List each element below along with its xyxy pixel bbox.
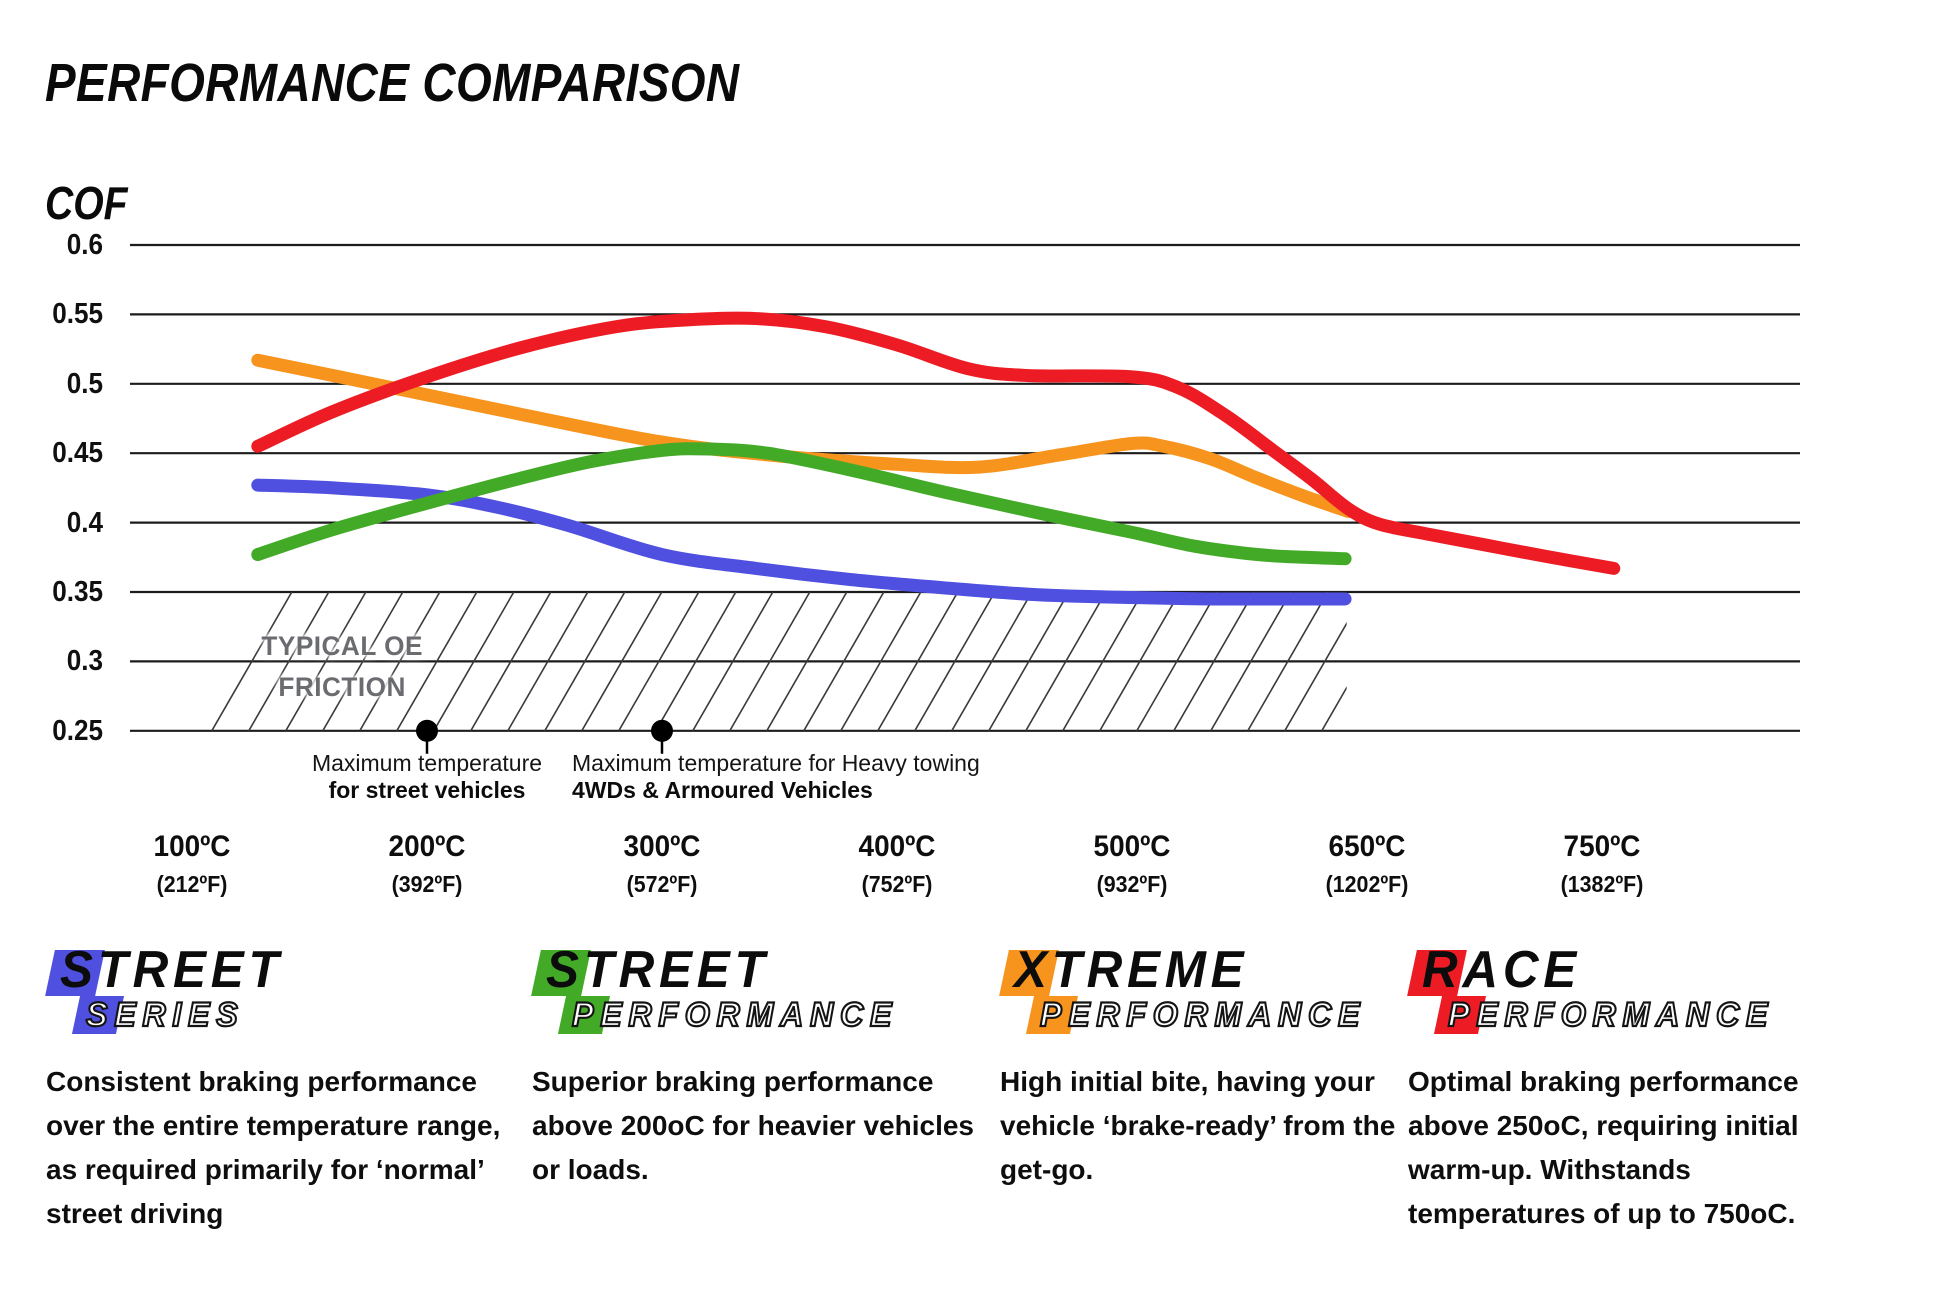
brand-description: Optimal braking performance above 250oC,…: [1408, 1066, 1799, 1229]
brand-word-primary: XTREME: [1014, 941, 1249, 999]
annotation-line1: Maximum temperature: [311, 750, 543, 776]
x-tick-celsius: 750ºC: [1563, 830, 1641, 863]
max-temp-marker-dot: [651, 719, 673, 742]
y-tick-label: 0.45: [52, 437, 103, 470]
race-performance-logo: RACE PERFORMANCE: [1407, 941, 1868, 1044]
legend-street-performance: STREET PERFORMANCE Superior braking perfor…: [531, 941, 987, 1185]
street-performance-logo: STREET PERFORMANCE: [531, 941, 987, 1044]
x-tick-celsius: 100ºC: [153, 830, 231, 863]
brand-word-secondary: PERFORMANCE: [1447, 995, 1775, 1035]
legend-street-series: STREET SERIES Consistent braking performan…: [45, 941, 516, 1229]
x-tick-celsius: 400ºC: [858, 830, 936, 863]
x-tick-label: 650ºC (1202ºF): [1258, 830, 1476, 898]
legend-xtreme-performance: XTREME PERFORMANCE High initial bite, havi…: [999, 941, 1400, 1185]
annotation-line2: for street vehicles: [328, 777, 526, 803]
x-tick-fahrenheit: (572ºF): [626, 871, 698, 897]
y-axis-title: COF: [45, 177, 128, 229]
series-race-performance: [251, 311, 1621, 575]
legend-race-performance: RACE PERFORMANCE Optimal braking performan…: [1407, 941, 1868, 1229]
x-tick-celsius: 300ºC: [623, 830, 701, 863]
x-tick-celsius: 200ºC: [388, 830, 466, 863]
typical-oe-friction-label: TYPICAL OE FRICTION: [250, 626, 434, 708]
x-tick-celsius: 650ºC: [1328, 830, 1406, 863]
y-tick-label: 0.4: [66, 506, 103, 539]
max-temp-marker-dot: [416, 719, 438, 742]
xtreme-performance-logo: XTREME PERFORMANCE: [999, 941, 1400, 1044]
annotation-line2: 4WDs & Armoured Vehicles: [572, 777, 873, 803]
series-street-performance: [251, 442, 1352, 566]
max-temp-annotation: Maximum temperature for street vehicles: [257, 750, 597, 804]
y-tick-label: 0.3: [66, 645, 103, 678]
x-tick-fahrenheit: (932ºF): [1096, 871, 1168, 897]
max-temp-annotation: Maximum temperature for Heavy towing 4WDs…: [572, 750, 1032, 804]
brand-description: High initial bite, having your vehicle ‘…: [1000, 1066, 1396, 1185]
street-series-logo: STREET SERIES: [45, 941, 516, 1044]
x-tick-label: 400ºC (752ºF): [788, 830, 1006, 898]
y-tick-label: 0.35: [52, 576, 103, 608]
x-tick-celsius: 500ºC: [1093, 830, 1171, 863]
brand-word-primary: STREET: [60, 941, 284, 999]
brand-word-secondary: PERFORMANCE: [571, 995, 899, 1035]
y-tick-label: 0.55: [52, 298, 103, 331]
brand-word-secondary: PERFORMANCE: [1039, 995, 1367, 1035]
x-tick-fahrenheit: (752ºF): [861, 871, 933, 897]
x-tick-label: 750ºC (1382ºF): [1493, 830, 1711, 898]
x-tick-fahrenheit: (392ºF): [391, 871, 463, 897]
series-xtreme-performance: [251, 353, 1355, 518]
x-tick-fahrenheit: (1382ºF): [1560, 871, 1644, 897]
brand-description: Consistent braking performance over the …: [46, 1066, 501, 1229]
x-tick-fahrenheit: (212ºF): [156, 871, 228, 897]
oe-friction-hatch-zone: [177, 592, 1347, 731]
x-tick-fahrenheit: (1202ºF): [1325, 871, 1409, 897]
x-tick-label: 300ºC (572ºF): [553, 830, 771, 898]
brand-word-primary: STREET: [546, 941, 770, 999]
y-tick-label: 0.5: [66, 367, 103, 400]
oe-label-line2: FRICTION: [278, 672, 406, 702]
y-tick-label: 0.6: [66, 229, 103, 261]
brand-word-secondary: SERIES: [85, 995, 245, 1035]
oe-label-line1: TYPICAL OE: [261, 631, 423, 661]
brand-word-primary: RACE: [1422, 941, 1581, 999]
brand-description: Superior braking performance above 200oC…: [532, 1066, 974, 1185]
x-tick-label: 100ºC (212ºF): [83, 830, 301, 898]
annotation-line1: Maximum temperature for Heavy towing: [572, 750, 980, 776]
x-tick-label: 500ºC (932ºF): [1023, 830, 1241, 898]
x-tick-label: 200ºC (392ºF): [318, 830, 536, 898]
page-title: PERFORMANCE COMPARISON: [45, 53, 740, 113]
y-tick-label: 0.25: [52, 714, 103, 747]
